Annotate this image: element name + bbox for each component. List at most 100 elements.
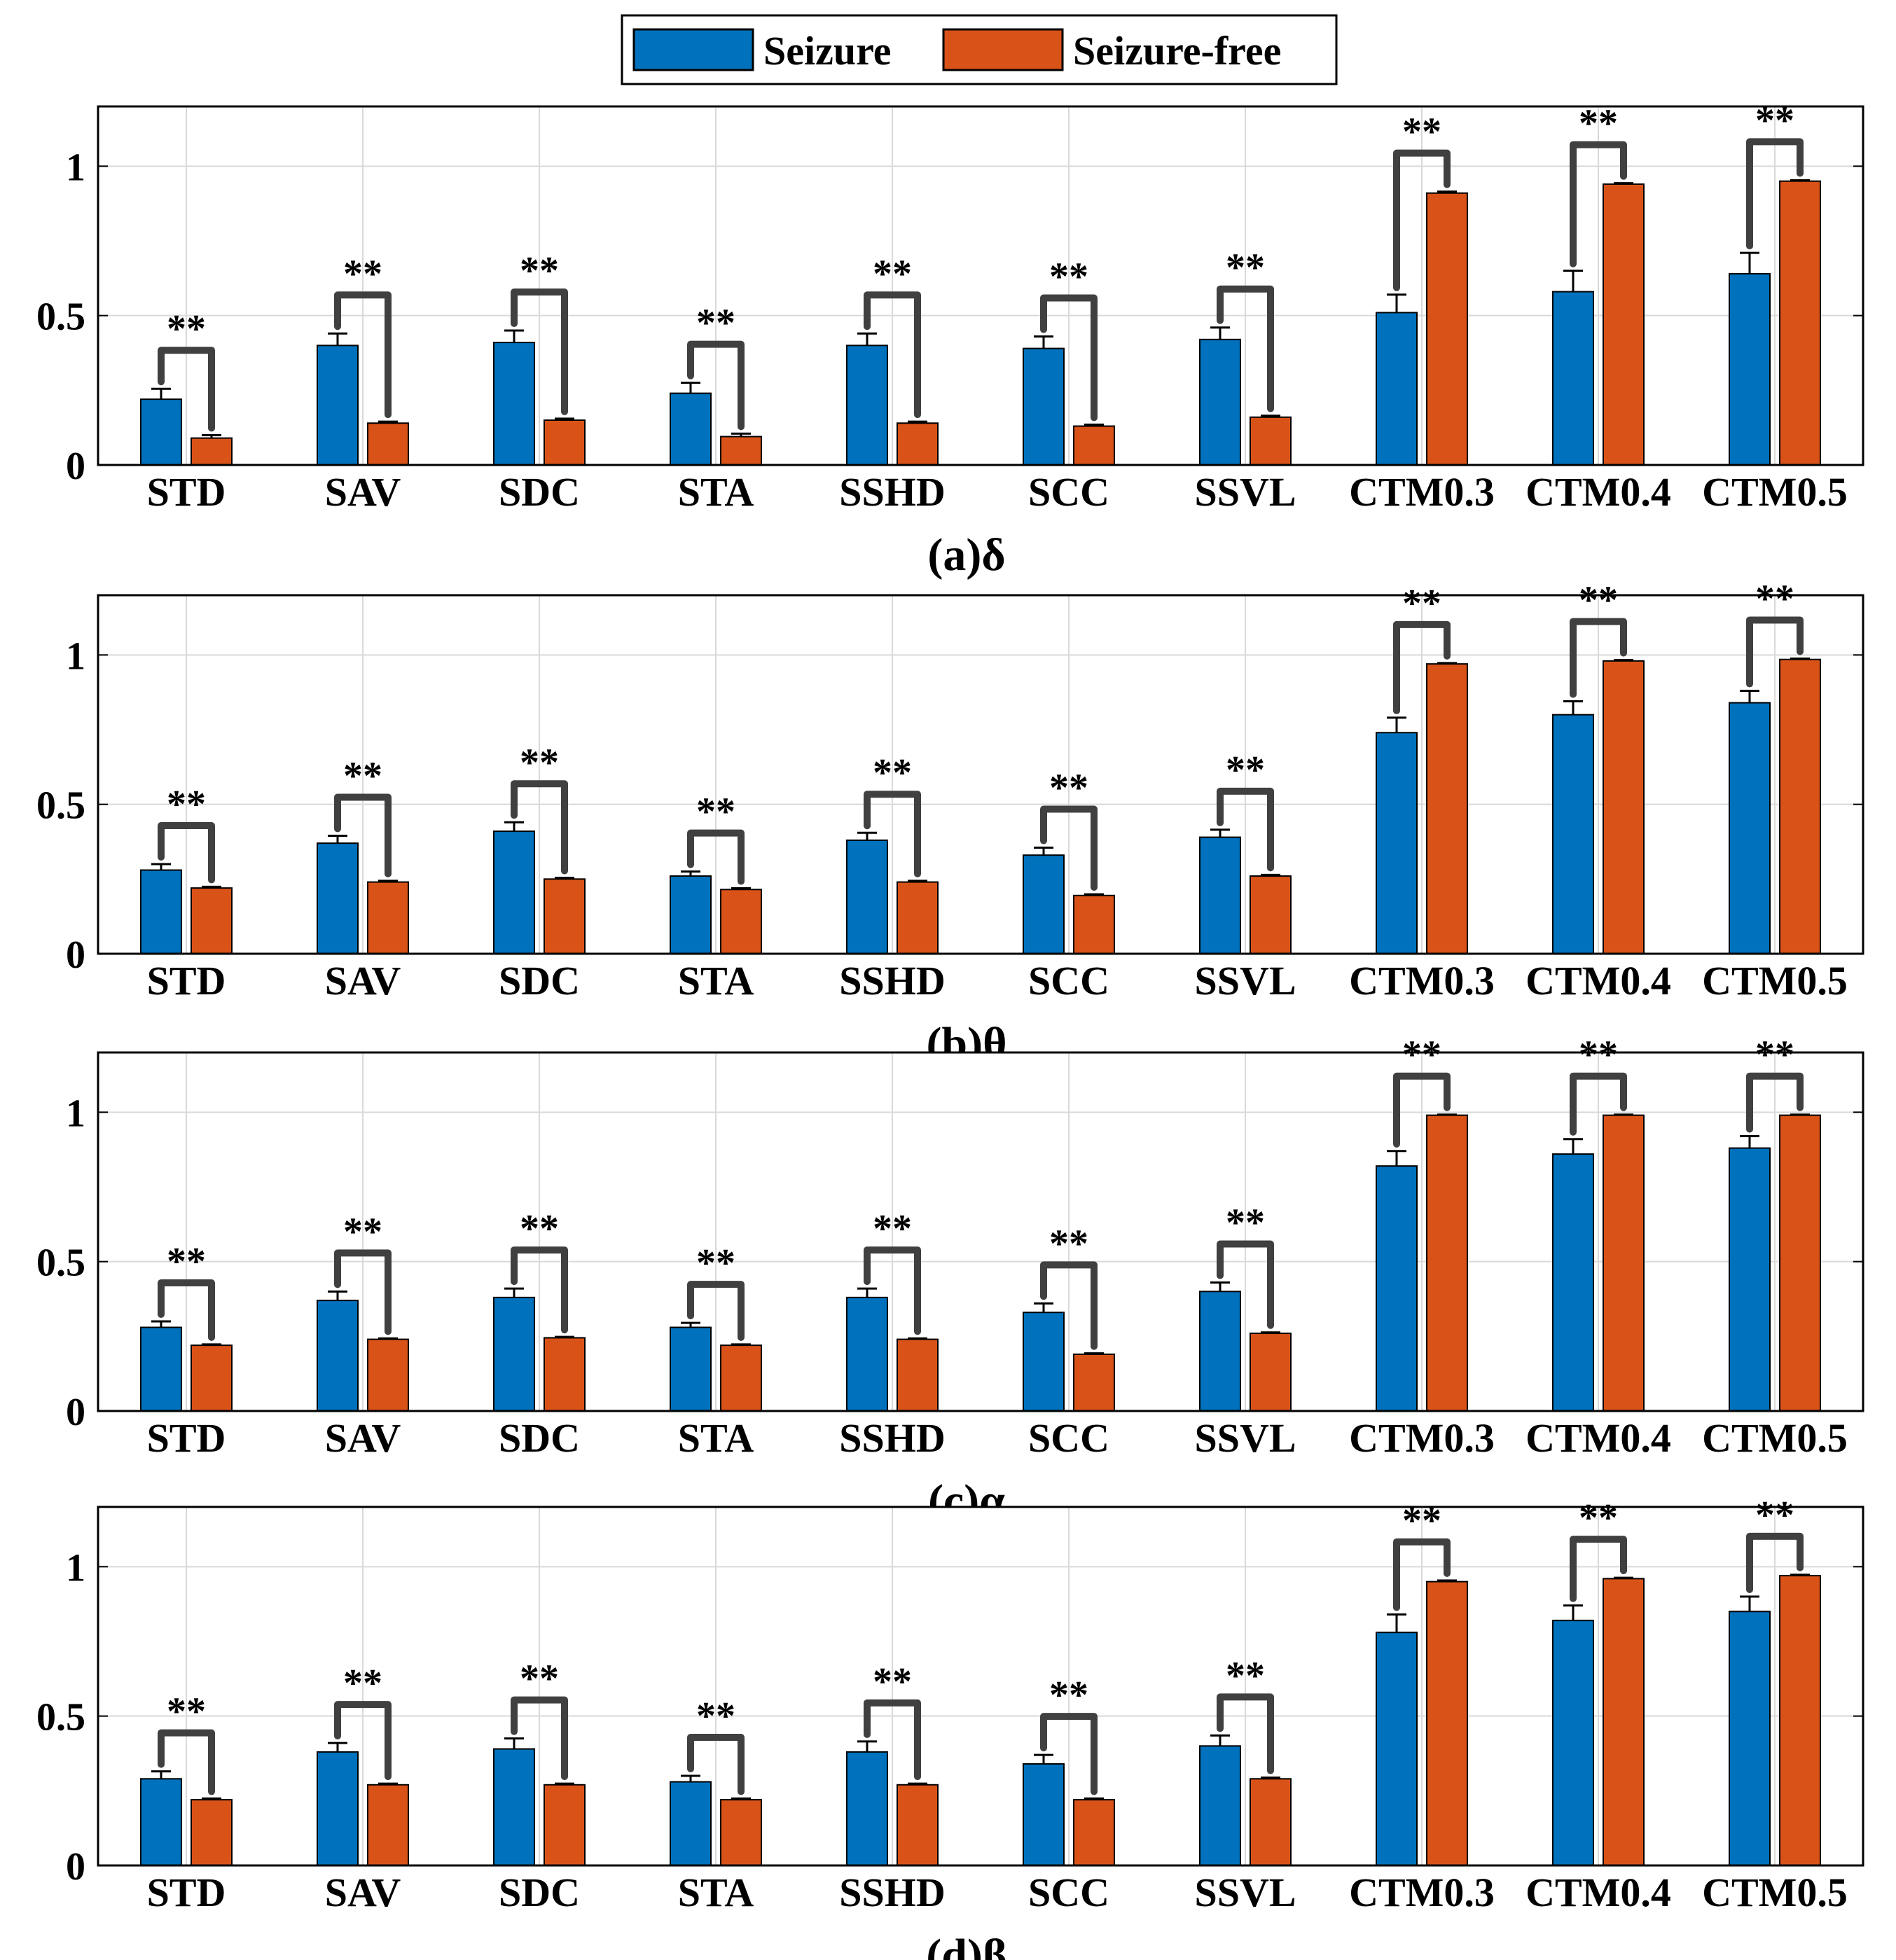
y-tick-label: 1 bbox=[66, 146, 85, 189]
y-tick-label: 0 bbox=[66, 933, 85, 977]
significance-label: ** bbox=[520, 249, 559, 293]
y-tick-label: 0 bbox=[66, 445, 85, 488]
y-tick-label: 0.5 bbox=[36, 784, 85, 828]
significance-bracket-STD bbox=[158, 822, 215, 884]
legend: Seizure Seizure-free bbox=[621, 14, 1338, 85]
significance-label: ** bbox=[1226, 246, 1265, 290]
y-tick-label: 0.5 bbox=[36, 1242, 85, 1285]
significance-bracket-CTM0.5 bbox=[1746, 1532, 1804, 1593]
legend-label-seizure: Seizure bbox=[763, 28, 892, 74]
bar-seizure-free-SSHD bbox=[897, 1338, 939, 1412]
bar-seizure-STD bbox=[140, 869, 182, 954]
significance-label: ** bbox=[1579, 1496, 1618, 1540]
bar-seizure-SDC bbox=[493, 342, 535, 466]
x-tick-label-SCC: SCC bbox=[1028, 1415, 1109, 1461]
significance-label: ** bbox=[1402, 582, 1441, 625]
significance-bracket-SCC bbox=[1040, 1713, 1098, 1795]
bar-seizure-CTM0.3 bbox=[1376, 1632, 1418, 1866]
bar-seizure-CTM0.4 bbox=[1552, 291, 1594, 466]
significance-bracket-STA bbox=[687, 340, 745, 431]
bar-seizure-CTM0.4 bbox=[1552, 714, 1594, 955]
x-tick-label-CTM0.3: CTM0.3 bbox=[1349, 1415, 1495, 1461]
significance-label: ** bbox=[1755, 1034, 1794, 1077]
significance-bracket-SSHD bbox=[864, 1699, 921, 1781]
significance-bracket-STA bbox=[687, 1281, 745, 1341]
significance-bracket-SAV bbox=[334, 1701, 392, 1781]
significance-bracket-STD bbox=[158, 347, 215, 432]
significance-label: ** bbox=[1049, 1222, 1088, 1265]
bar-seizure-free-CTM0.3 bbox=[1426, 192, 1468, 466]
legend-label-seizure-free: Seizure-free bbox=[1073, 28, 1281, 74]
x-tick-label-STD: STD bbox=[147, 1870, 226, 1915]
x-tick-label-CTM0.4: CTM0.4 bbox=[1525, 469, 1671, 515]
axes-frame bbox=[97, 1051, 1864, 1412]
significance-label: ** bbox=[1049, 256, 1088, 299]
bar-seizure-SAV bbox=[317, 842, 359, 954]
bar-seizure-free-SSVL bbox=[1250, 875, 1292, 954]
y-tick-label: 1 bbox=[66, 1546, 85, 1590]
chart-panel-1: 0 0.5 1 ** STD ** SAV ** SDC ** STA ** SSHD ** SCC ** SS… bbox=[36, 99, 1864, 581]
y-tick-label: 0 bbox=[66, 1391, 85, 1434]
bar-seizure-free-CTM0.4 bbox=[1603, 1578, 1645, 1866]
x-tick-label-CTM0.3: CTM0.3 bbox=[1349, 469, 1495, 515]
significance-bracket-SSVL bbox=[1217, 1240, 1274, 1329]
x-tick-label-CTM0.3: CTM0.3 bbox=[1349, 958, 1495, 1003]
significance-label: ** bbox=[1402, 1499, 1441, 1543]
bar-seizure-STD bbox=[140, 1778, 182, 1866]
x-tick-label-CTM0.5: CTM0.5 bbox=[1702, 1415, 1848, 1461]
y-tick-label: 0.5 bbox=[36, 1696, 85, 1739]
y-tick-label: 0.5 bbox=[36, 296, 85, 339]
significance-label: ** bbox=[167, 1240, 206, 1284]
significance-label: ** bbox=[1226, 1654, 1265, 1697]
significance-label: ** bbox=[1049, 1674, 1088, 1717]
significance-label: ** bbox=[343, 252, 382, 296]
significance-label: ** bbox=[167, 1690, 206, 1734]
significance-label: ** bbox=[343, 1210, 382, 1253]
bar-seizure-CTM0.3 bbox=[1376, 1165, 1418, 1412]
significance-bracket-SCC bbox=[1040, 1261, 1098, 1350]
bar-seizure-CTM0.5 bbox=[1729, 1147, 1771, 1412]
bar-seizure-free-SAV bbox=[367, 1338, 409, 1412]
bar-seizure-free-CTM0.4 bbox=[1603, 183, 1645, 466]
panels: 0 0.5 1 ** STD ** SAV ** SDC ** STA ** SSHD ** SCC ** SS… bbox=[36, 99, 1864, 1960]
bar-seizure-STA bbox=[670, 1326, 712, 1412]
x-tick-label-STA: STA bbox=[678, 958, 754, 1003]
x-tick-label-CTM0.4: CTM0.4 bbox=[1525, 1415, 1671, 1461]
significance-bracket-CTM0.5 bbox=[1746, 616, 1804, 688]
significance-bracket-CTM0.5 bbox=[1746, 1072, 1804, 1133]
bar-seizure-free-STD bbox=[191, 1799, 233, 1866]
y-tick-label: 0 bbox=[66, 1845, 85, 1889]
x-tick-label-STD: STD bbox=[147, 1415, 226, 1461]
significance-bracket-CTM0.4 bbox=[1570, 141, 1627, 267]
bar-seizure-free-CTM0.5 bbox=[1779, 658, 1821, 954]
x-tick-label-SCC: SCC bbox=[1028, 1870, 1109, 1915]
axes-frame bbox=[97, 594, 1864, 955]
bar-seizure-free-SSHD bbox=[897, 422, 939, 466]
x-tick-label-CTM0.4: CTM0.4 bbox=[1525, 958, 1671, 1003]
legend-swatch-seizure-free bbox=[942, 28, 1064, 71]
bar-seizure-free-STD bbox=[191, 1344, 233, 1412]
bar-seizure-free-STA bbox=[720, 889, 762, 955]
bar-seizure-CTM0.5 bbox=[1729, 272, 1771, 466]
bar-seizure-SDC bbox=[493, 1296, 535, 1412]
bar-seizure-free-SCC bbox=[1073, 425, 1115, 466]
bar-seizure-CTM0.5 bbox=[1729, 1611, 1771, 1866]
significance-label: ** bbox=[696, 302, 735, 345]
bar-seizure-SDC bbox=[493, 830, 535, 954]
bar-seizure-free-STA bbox=[720, 1344, 762, 1412]
significance-label: ** bbox=[696, 791, 735, 834]
bar-seizure-free-SAV bbox=[367, 422, 409, 466]
bar-seizure-SAV bbox=[317, 1751, 359, 1867]
x-tick-label-STA: STA bbox=[678, 469, 754, 515]
significance-label: ** bbox=[1226, 1202, 1265, 1245]
x-tick-label-CTM0.5: CTM0.5 bbox=[1702, 958, 1848, 1003]
significance-label: ** bbox=[696, 1695, 735, 1738]
x-tick-label-SSVL: SSVL bbox=[1194, 469, 1296, 515]
bar-seizure-free-STA bbox=[720, 1799, 762, 1866]
significance-bracket-CTM0.3 bbox=[1393, 1072, 1451, 1148]
significance-label: ** bbox=[520, 1207, 559, 1251]
bar-seizure-SSVL bbox=[1199, 338, 1241, 466]
bar-seizure-SSHD bbox=[846, 1751, 888, 1867]
significance-bracket-CTM0.3 bbox=[1393, 1538, 1451, 1611]
